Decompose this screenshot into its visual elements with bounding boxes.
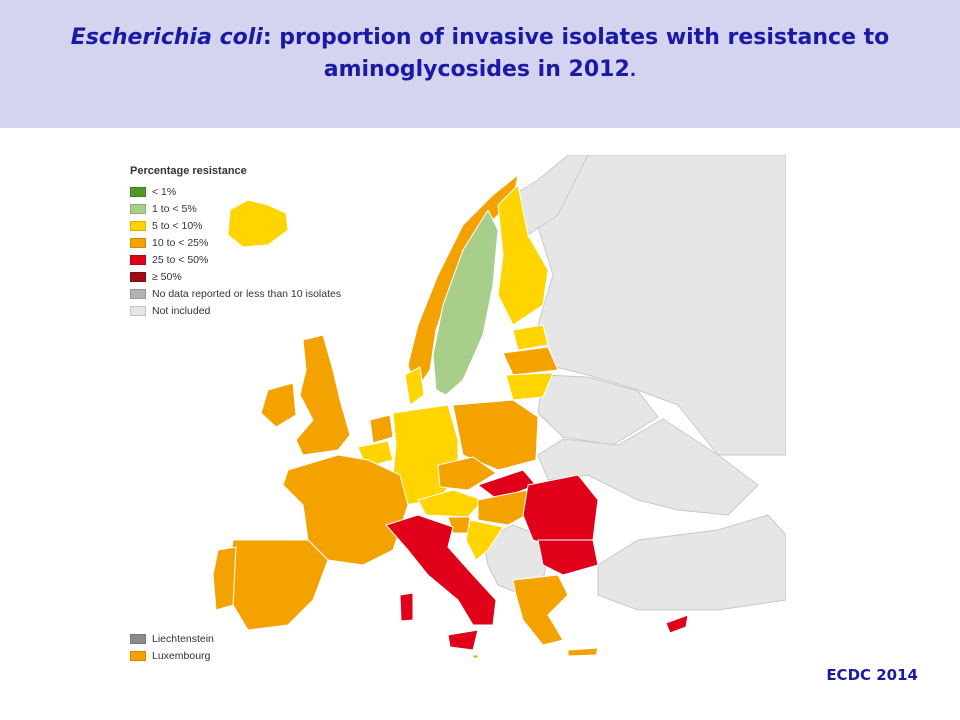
country-estonia [512, 324, 549, 351]
small-states-legend: Liechtenstein Luxembourg [130, 630, 214, 664]
country-sweden [432, 209, 499, 396]
region-russia [527, 155, 786, 456]
legend-label: 25 to < 50% [152, 253, 209, 266]
country-italy-sardinia [399, 592, 414, 622]
country-greece-crete [567, 647, 599, 657]
legend-item: 1 to < 5% [130, 200, 341, 217]
country-hungary [477, 489, 537, 526]
country-ireland [260, 382, 297, 428]
legend-label: < 1% [152, 185, 177, 198]
country-italy-sicily [447, 629, 479, 651]
region-belarus [537, 374, 659, 446]
legend-label: 5 to < 10% [152, 219, 203, 232]
country-portugal [212, 546, 237, 611]
country-uk [295, 334, 351, 456]
legend-swatch [130, 254, 146, 265]
legend-item: 10 to < 25% [130, 234, 341, 251]
title-dot: . [629, 61, 637, 81]
country-denmark [404, 366, 425, 406]
legend-item-liechtenstein: Liechtenstein [130, 630, 214, 647]
legend-item: 5 to < 10% [130, 217, 341, 234]
legend-item: 25 to < 50% [130, 251, 341, 268]
legend-label: Not included [152, 304, 211, 317]
country-czech [437, 456, 497, 491]
country-finland [497, 184, 549, 326]
country-malta [472, 654, 479, 658]
legend-label: 10 to < 25% [152, 236, 209, 249]
title-line1: proportion of invasive isolates with res… [271, 25, 890, 50]
legend-swatch [130, 288, 146, 299]
legend-title: Percentage resistance [130, 165, 247, 177]
legend-swatch [130, 220, 146, 231]
country-austria [417, 489, 484, 518]
country-greece [512, 574, 569, 646]
page-title: Escherichia coli: proportion of invasive… [20, 22, 940, 87]
country-iceland [227, 199, 289, 248]
legend-item: ≥ 50% [130, 268, 341, 285]
legend-label: No data reported or less than 10 isolate… [152, 287, 342, 300]
legend-swatch [130, 633, 146, 644]
country-romania [522, 474, 599, 551]
region-turkey [597, 514, 786, 611]
legend-swatch [130, 271, 146, 282]
country-spain [227, 539, 329, 631]
legend-label: ≥ 50% [152, 270, 182, 283]
title-line2: aminoglycosides in 2012 [323, 57, 630, 82]
title-species: Escherichia coli [70, 25, 263, 50]
legend-item: < 1% [130, 183, 341, 200]
country-cyprus [665, 614, 689, 634]
legend-item: Not included [130, 302, 341, 319]
country-lithuania [505, 372, 554, 401]
europe-map [212, 155, 786, 658]
country-netherlands [369, 414, 394, 444]
country-italy [385, 514, 497, 626]
legend-swatch [130, 186, 146, 197]
title-banner: Escherichia coli: proportion of invasive… [0, 0, 960, 128]
legend-swatch [130, 237, 146, 248]
legend-swatch [130, 305, 146, 316]
legend-label: Liechtenstein [152, 632, 214, 645]
region-ukraine [537, 418, 759, 516]
country-france [282, 454, 409, 566]
legend-label: Luxembourg [152, 649, 211, 662]
legend-items: < 1% 1 to < 5% 5 to < 10% 10 to < 25% 25… [130, 183, 341, 319]
country-croatia [465, 519, 504, 561]
legend-item-luxembourg: Luxembourg [130, 647, 214, 664]
legend-item: No data reported or less than 10 isolate… [130, 285, 341, 302]
country-bulgaria [537, 539, 599, 576]
legend-label: 1 to < 5% [152, 202, 197, 215]
legend-swatch [130, 203, 146, 214]
legend: Percentage resistance < 1% 1 to < 5% 5 t… [130, 165, 341, 319]
source-credit: ECDC 2014 [826, 666, 918, 684]
country-poland [452, 399, 539, 471]
country-latvia [502, 346, 559, 376]
legend-swatch [130, 650, 146, 661]
title-colon: : [262, 25, 272, 50]
